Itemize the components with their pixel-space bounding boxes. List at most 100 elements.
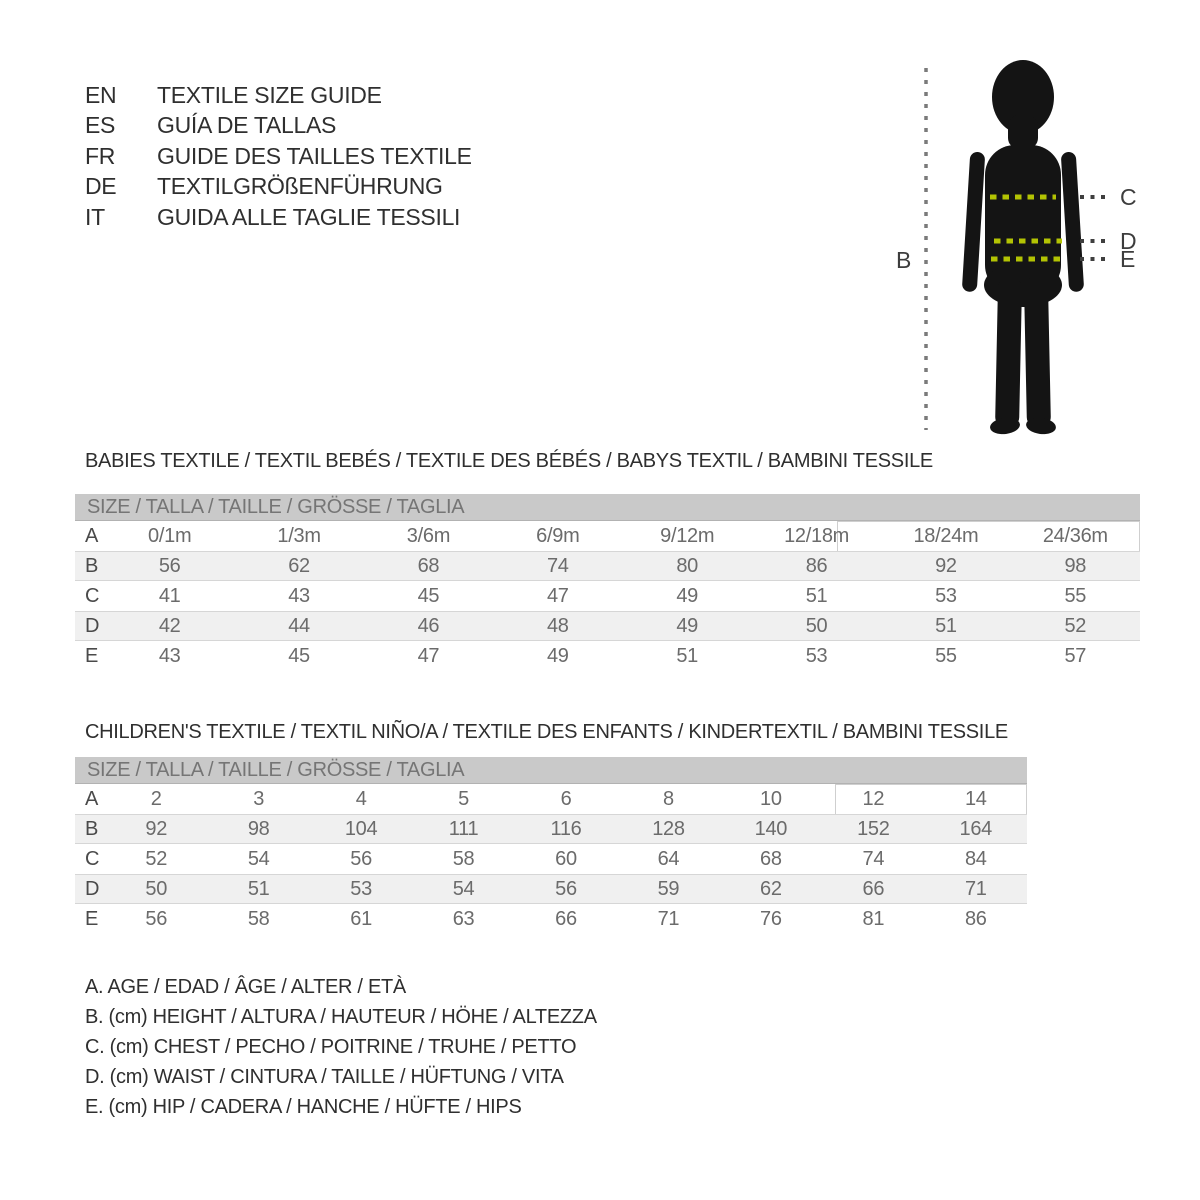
legend-line: E. (cm) HIP / CADERA / HANCHE / HÜFTE / … <box>85 1096 522 1118</box>
child-silhouette-figure: B C D E <box>896 60 1137 435</box>
row-label: C <box>85 848 100 870</box>
size-value-cell: 61 <box>350 908 372 930</box>
size-value-cell: 43 <box>288 585 310 607</box>
size-value-cell: 54 <box>247 848 270 870</box>
size-value-cell: 14 <box>964 788 987 810</box>
size-value-cell: 74 <box>862 848 885 870</box>
size-value-cell: 50 <box>805 615 828 637</box>
legend-line: D. (cm) WAIST / CINTURA / TAILLE / HÜFTU… <box>85 1066 564 1088</box>
babies-table: SIZE / TALLA / TAILLE / GRÖSSE / TAGLIA A… <box>75 494 1140 671</box>
size-value-cell: 51 <box>935 615 957 637</box>
size-value-cell: 59 <box>657 878 680 900</box>
size-value-cell: 50 <box>145 878 168 900</box>
legend-line: B. (cm) HEIGHT / ALTURA / HAUTEUR / HÖHE… <box>85 1006 597 1028</box>
size-value-cell: 43 <box>158 645 181 667</box>
size-value-cell: 71 <box>964 878 987 900</box>
size-value-cell: 63 <box>452 908 475 930</box>
table-row-A: A 0/1m 1/3m 3/6m 6/9m 9/12m 12/18m 18/24m 24/36m <box>75 521 1140 551</box>
size-value-cell: 0/1m <box>148 525 192 547</box>
language-title-row: DE TEXTILGRÖßENFÜHRUNG <box>85 172 472 203</box>
language-title-row: IT GUIDA ALLE TAGLIE TESSILI <box>85 202 472 233</box>
hip-measure-line-E: E <box>991 246 1135 272</box>
height-label-B: B <box>896 247 911 273</box>
language-code: EN <box>85 81 117 108</box>
size-value-cell: 56 <box>158 555 181 577</box>
size-value-cell: 56 <box>555 878 577 900</box>
table-row-D: D 42 44 46 48 49 50 51 52 <box>75 611 1140 641</box>
size-value-cell: 45 <box>288 645 310 667</box>
size-value-cell: 8 <box>663 788 674 810</box>
table-row-E: E 43 45 47 49 51 53 55 57 <box>75 641 1140 671</box>
children-section-title: CHILDREN'S TEXTILE / TEXTIL NIÑO/A / TEX… <box>85 721 1008 743</box>
table-row-C: C 41 43 45 47 49 51 53 55 <box>75 581 1140 611</box>
size-value-cell: 66 <box>555 908 577 930</box>
measurement-legend: A. AGE / EDAD / ÂGE / ALTER / ETÀ B. (cm)… <box>85 972 597 1122</box>
size-value-cell: 55 <box>935 645 957 667</box>
chest-measure-line-C: C <box>990 184 1137 210</box>
size-value-cell: 6 <box>560 788 572 810</box>
language-code: ES <box>85 112 116 139</box>
size-value-cell: 128 <box>652 818 685 840</box>
size-value-cell: 58 <box>247 908 270 930</box>
size-value-cell: 51 <box>676 645 699 667</box>
size-header-row: SIZE / TALLA / TAILLE / GRÖSSE / TAGLIA <box>75 494 1140 521</box>
guide-title: GUÍA DE TALLAS <box>157 112 337 139</box>
size-value-cell: 62 <box>760 878 782 900</box>
size-value-cell: 1/3m <box>277 525 321 547</box>
size-value-cell: 55 <box>1064 585 1087 607</box>
size-header-row: SIZE / TALLA / TAILLE / GRÖSSE / TAGLIA <box>75 757 1027 784</box>
language-title-row: ES GUÍA DE TALLAS <box>85 111 472 142</box>
row-label: B <box>85 818 99 840</box>
size-value-cell: 49 <box>676 615 699 637</box>
size-value-cell: 18/24m <box>913 525 979 547</box>
size-value-cell: 80 <box>676 555 699 577</box>
legend-line: C. (cm) CHEST / PECHO / POITRINE / TRUHE… <box>85 1036 577 1058</box>
size-value-cell: 51 <box>805 585 828 607</box>
size-value-cell: 3 <box>253 788 265 810</box>
size-value-cell: 57 <box>1064 645 1087 667</box>
size-value-cell: 24/36m <box>1042 525 1108 547</box>
language-code: IT <box>85 203 105 230</box>
guide-title: TEXTILE SIZE GUIDE <box>157 81 382 108</box>
size-value-cell: 53 <box>935 585 957 607</box>
size-value-cell: 56 <box>350 848 372 870</box>
size-value-cell: 44 <box>288 615 310 637</box>
size-value-cell: 49 <box>546 645 569 667</box>
size-value-cell: 68 <box>760 848 782 870</box>
size-value-cell: 48 <box>546 615 569 637</box>
size-value-cell: 98 <box>247 818 270 840</box>
language-code: FR <box>85 142 116 169</box>
size-value-cell: 56 <box>145 908 168 930</box>
hip-label-E: E <box>1120 246 1135 272</box>
table-row-C: C 52 54 56 58 60 64 68 74 84 <box>75 844 1027 874</box>
size-value-cell: 47 <box>546 585 569 607</box>
guide-title: TEXTILGRÖßENFÜHRUNG <box>157 173 443 200</box>
row-label: D <box>85 615 100 637</box>
table-row-B: B 92 98 104 111 116 128 140 152 164 <box>75 814 1027 844</box>
size-value-cell: 68 <box>417 555 440 577</box>
table-row-B: B 56 62 68 74 80 86 92 98 <box>75 551 1140 581</box>
size-value-cell: 71 <box>657 908 680 930</box>
child-silhouette <box>962 60 1084 435</box>
size-value-cell: 6/9m <box>536 525 580 547</box>
row-label: A <box>85 788 99 810</box>
size-value-cell: 81 <box>862 908 885 930</box>
size-value-cell: 140 <box>754 818 788 840</box>
size-value-cell: 104 <box>344 818 378 840</box>
size-value-cell: 51 <box>247 878 270 900</box>
size-value-cell: 76 <box>760 908 782 930</box>
waist-measure-line-D: D <box>994 228 1137 254</box>
size-value-cell: 74 <box>546 555 569 577</box>
babies-section-title: BABIES TEXTILE / TEXTIL BEBÉS / TEXTILE … <box>85 450 933 472</box>
row-label: C <box>85 585 100 607</box>
size-value-cell: 52 <box>1064 615 1087 637</box>
babies-selected-size-highlight <box>837 521 1140 552</box>
language-title-row: FR GUIDE DES TAILLES TEXTILE <box>85 141 472 172</box>
size-value-cell: 12/18m <box>784 525 850 547</box>
table-row-D: D 50 51 53 54 56 59 62 66 71 <box>75 874 1027 904</box>
row-label: E <box>85 645 99 667</box>
size-value-cell: 9/12m <box>660 525 715 547</box>
size-value-cell: 54 <box>452 878 475 900</box>
size-value-cell: 116 <box>550 818 582 840</box>
size-value-cell: 98 <box>1064 555 1087 577</box>
